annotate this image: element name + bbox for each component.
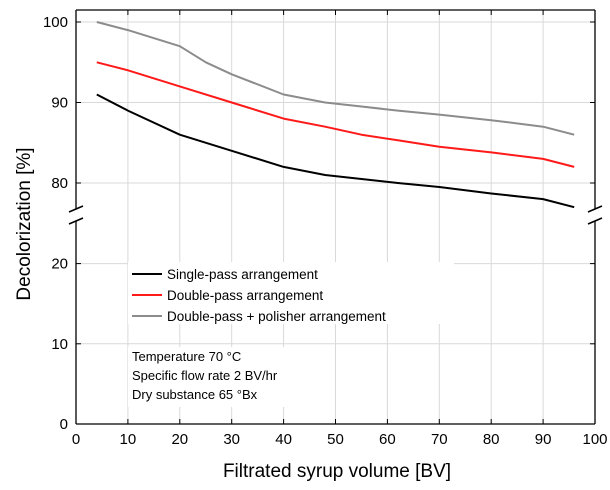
x-tick-label: 0 (72, 431, 80, 448)
y-tick-label: 100 (43, 14, 68, 31)
condition-line-2: Specific flow rate 2 BV/hr (132, 368, 278, 383)
x-axis-title: Filtrated syrup volume [BV] (223, 461, 451, 482)
x-tick-label: 40 (275, 431, 292, 448)
axis-break-mark (68, 217, 84, 225)
x-tick-label: 20 (171, 431, 188, 448)
series-line-1 (96, 93, 575, 209)
condition-line-3: Dry substance 65 °Bx (132, 387, 258, 402)
x-tick-label: 30 (223, 431, 240, 448)
x-tick-label: 90 (535, 431, 552, 448)
series-lines (96, 21, 575, 209)
conditions-box (128, 347, 304, 407)
axis-break-mark (587, 217, 603, 225)
axis-ticks: 0 10 20 30 40 50 60 70 80 90 100 0 10 20 80 90 100 (43, 10, 608, 448)
y-tick-label: 80 (51, 175, 68, 192)
y-tick-label: 90 (51, 95, 68, 112)
legend: Single-pass arrangement Double-pass arran… (128, 262, 454, 324)
axis-break-mark (587, 205, 603, 213)
legend-label-1: Single-pass arrangement (167, 267, 318, 282)
y-tick-label: 20 (51, 256, 68, 273)
x-tick-label: 60 (379, 431, 396, 448)
y-tick-label: 0 (60, 416, 68, 433)
x-tick-label: 50 (327, 431, 344, 448)
legend-box (128, 262, 454, 324)
x-tick-label: 80 (483, 431, 500, 448)
x-tick-label: 70 (431, 431, 448, 448)
condition-line-1: Temperature 70 °C (132, 349, 241, 364)
series-line-3 (96, 21, 575, 136)
legend-label-2: Double-pass arrangement (167, 288, 323, 303)
conditions-annotation: Temperature 70 °C Specific flow rate 2 BV… (128, 347, 304, 407)
series-line-2 (96, 61, 575, 168)
y-tick-label: 10 (51, 336, 68, 353)
y-axis-title: Decolorization [%] (14, 147, 35, 300)
legend-label-3: Double-pass + polisher arrangement (167, 309, 386, 324)
axis-break-mark (68, 205, 84, 213)
x-tick-label: 10 (120, 431, 137, 448)
x-tick-label: 100 (582, 431, 607, 448)
